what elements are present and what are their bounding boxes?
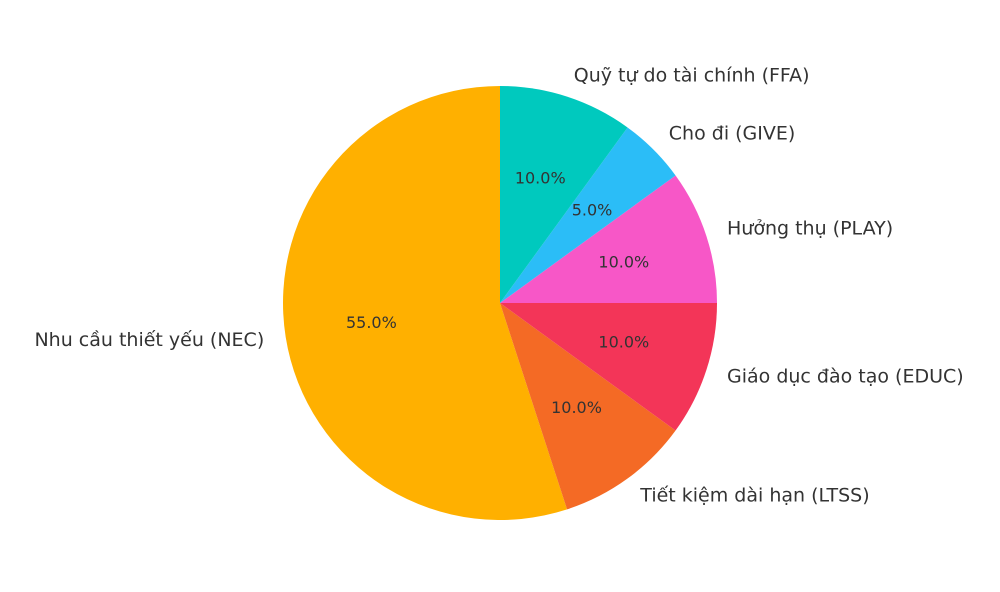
slice-label: Tiết kiệm dài hạn (LTSS): [639, 485, 869, 507]
slice-label: Cho đi (GIVE): [669, 123, 796, 145]
pie-slice: [282, 86, 568, 520]
value-label: 10.0%: [515, 169, 566, 188]
value-label: 5.0%: [572, 200, 613, 219]
slice-label: Giáo dục đào tạo (EDUC): [727, 365, 964, 387]
value-label: 10.0%: [551, 398, 602, 417]
pie-slice: [500, 303, 717, 431]
pie-slice: [500, 303, 676, 510]
value-label: 10.0%: [598, 333, 649, 352]
slice-label: Nhu cầu thiết yếu (NEC): [34, 329, 264, 351]
pie-slice: [500, 86, 628, 303]
value-label: 10.0%: [598, 252, 649, 271]
pie-slice: [500, 127, 676, 303]
value-label: 55.0%: [346, 313, 397, 332]
slice-label: Quỹ tự do tài chính (FFA): [574, 64, 810, 86]
pie-slice: [500, 175, 717, 303]
slice-label: Hưởng thụ (PLAY): [727, 218, 893, 240]
